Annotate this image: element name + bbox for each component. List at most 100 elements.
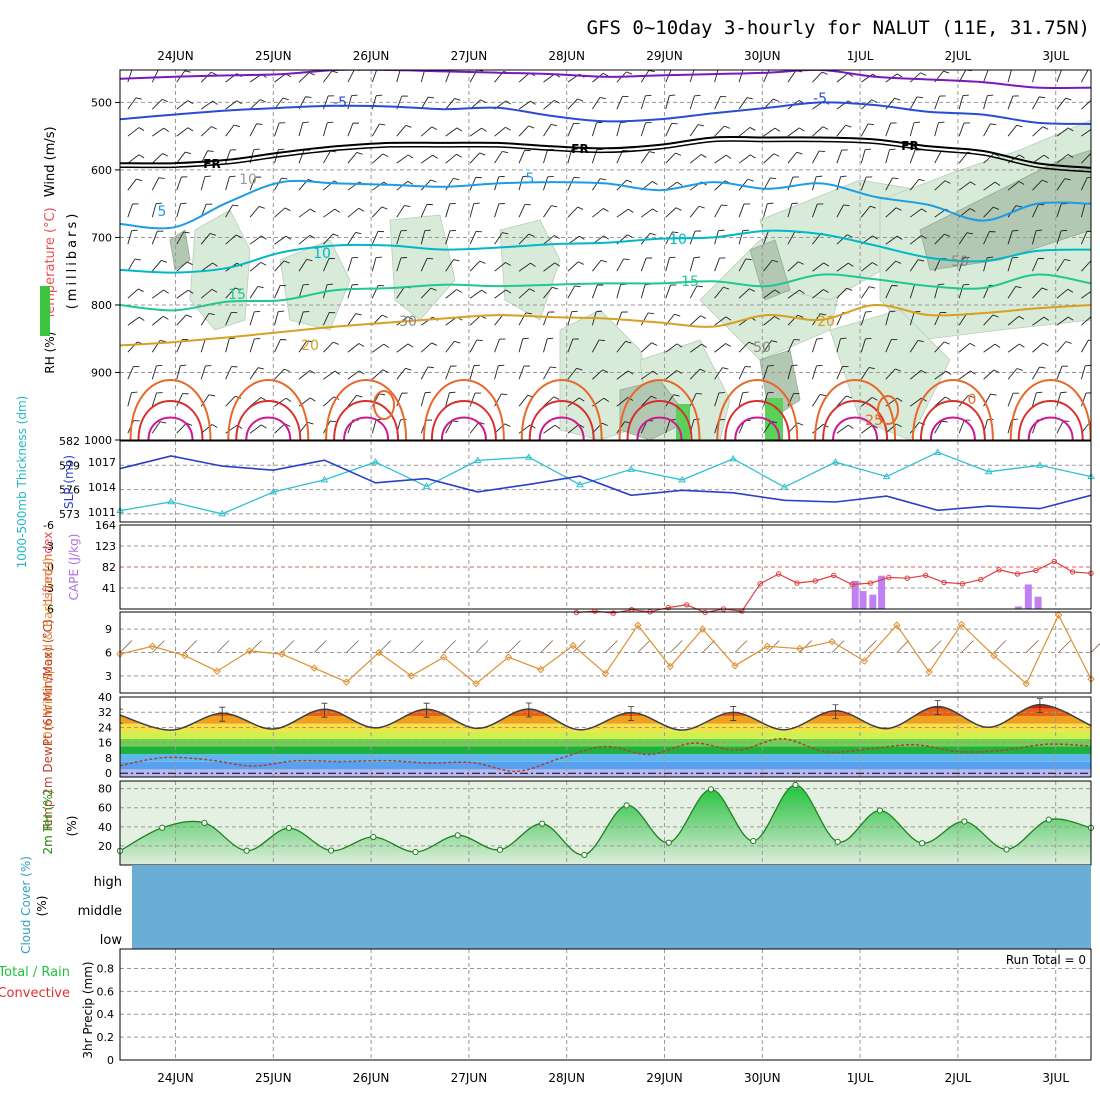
li-tick-label: 6 [47, 603, 54, 616]
surface-isotherm-arch [626, 400, 693, 440]
wind-barb-flag [970, 370, 976, 375]
wind-barb [689, 257, 695, 272]
wind-barb-flag [1036, 68, 1042, 69]
wind-barb-flag [749, 288, 755, 292]
wind-barb-flag [773, 98, 779, 102]
isotherm-label: 10 [313, 246, 331, 262]
wind-barb [1056, 154, 1069, 164]
wind-speed-point [795, 644, 804, 653]
wind-barb [885, 122, 892, 137]
wind-barb [861, 262, 873, 272]
lifted-index-point [941, 579, 947, 586]
wind-speed-point [731, 662, 739, 670]
wind-barb-flag [669, 94, 676, 97]
wind-barb-flag [1093, 128, 1098, 131]
wind-barb [836, 366, 843, 380]
wind-barb [176, 231, 185, 245]
wind-barb-flag [969, 208, 976, 212]
wind-barb-flag [772, 259, 779, 263]
wind-barb-flag [895, 260, 902, 264]
wind-barb-flag [505, 126, 511, 131]
date-label-bottom: 26JUN [353, 1071, 390, 1085]
wind-barb [909, 340, 919, 353]
wind-barb [151, 421, 161, 434]
wind-barb-flag [160, 421, 167, 424]
wind-barb [469, 177, 477, 191]
wind-barb [518, 365, 525, 380]
wind-barb [616, 284, 622, 299]
wind-barb [616, 370, 629, 380]
thickness-point [269, 488, 278, 495]
wind-barb [934, 370, 947, 380]
wind-barb [1080, 339, 1089, 353]
wind-barb-flag [848, 424, 854, 429]
rh-point [876, 807, 884, 814]
wind-barb [983, 70, 989, 83]
wind-barb [738, 178, 749, 191]
wind-barb-flag [1067, 288, 1074, 293]
wind-barb [225, 176, 230, 191]
wind-barb [274, 368, 285, 380]
wind-barb [396, 154, 409, 164]
isotherm-0 [120, 135, 1091, 169]
wind-barb [396, 392, 403, 407]
wind-barb-flag [505, 289, 512, 294]
wind-barb-flag [407, 343, 414, 348]
wind-barb-flag [256, 123, 263, 125]
thickness-point [678, 475, 687, 483]
wind-barb-flag [651, 181, 658, 185]
wind-barb-flag [452, 420, 459, 423]
wind-barb-flag [138, 154, 145, 159]
wind-barb [200, 100, 213, 110]
wind-barb-flag [260, 99, 266, 103]
rh-point [834, 838, 841, 845]
chart-title: GFS 0~10day 3-hourly for NALUT (11E, 31.… [587, 17, 1090, 39]
wind-barb-flag [700, 154, 707, 158]
wind-barb [665, 343, 678, 353]
wind-barb [567, 206, 578, 218]
wind-barb-flag [138, 127, 145, 132]
wind-barb [934, 180, 946, 191]
wind-barb-flag [579, 235, 585, 240]
wind-barb [665, 123, 672, 137]
surface-isotherm-arch [822, 400, 889, 440]
wind-barb [1081, 99, 1091, 110]
isotherm-15 [120, 273, 1091, 312]
wind-barb-flag [383, 343, 390, 348]
wind-barb [787, 151, 798, 164]
date-label-bottom: 24JUN [157, 1071, 194, 1085]
wind-barb [1007, 257, 1013, 272]
lifted-index-point [812, 578, 819, 584]
wind-barb [372, 181, 385, 191]
wind-barb-flag [1092, 100, 1097, 103]
wind-barb-flag [424, 391, 432, 394]
wind-barb [812, 289, 824, 299]
slp-line [119, 455, 1092, 512]
surface-isotherm-arch [333, 400, 400, 440]
wind-barb [371, 257, 377, 272]
wind-barb-flag [302, 121, 309, 124]
wind-barb [1056, 316, 1069, 326]
wind-barb [714, 367, 723, 380]
wind-barb [689, 95, 695, 110]
wind-barb-flag [187, 100, 194, 105]
wind-barb-flag [355, 232, 362, 235]
isotherm-label: -5 [333, 95, 347, 111]
wind-barb-flag [602, 72, 609, 77]
rh-max-patch [765, 398, 783, 440]
wind-barb-flag [284, 368, 290, 372]
wind-barb [591, 97, 601, 110]
lifted-index-point [922, 572, 929, 579]
wind-barb-flag [920, 235, 927, 239]
wind-barb [127, 316, 140, 326]
wind-barb [518, 150, 526, 164]
wind-barb [860, 205, 871, 218]
wind-barb [151, 260, 162, 272]
wind-barb [738, 97, 748, 110]
wind-barb [567, 338, 574, 353]
wind-barb-flag [284, 207, 291, 212]
wind-barb-flag [428, 96, 435, 99]
wind-speed-point [407, 672, 416, 680]
lifted-index-point [775, 571, 782, 577]
wind-barb-flag [351, 94, 358, 97]
